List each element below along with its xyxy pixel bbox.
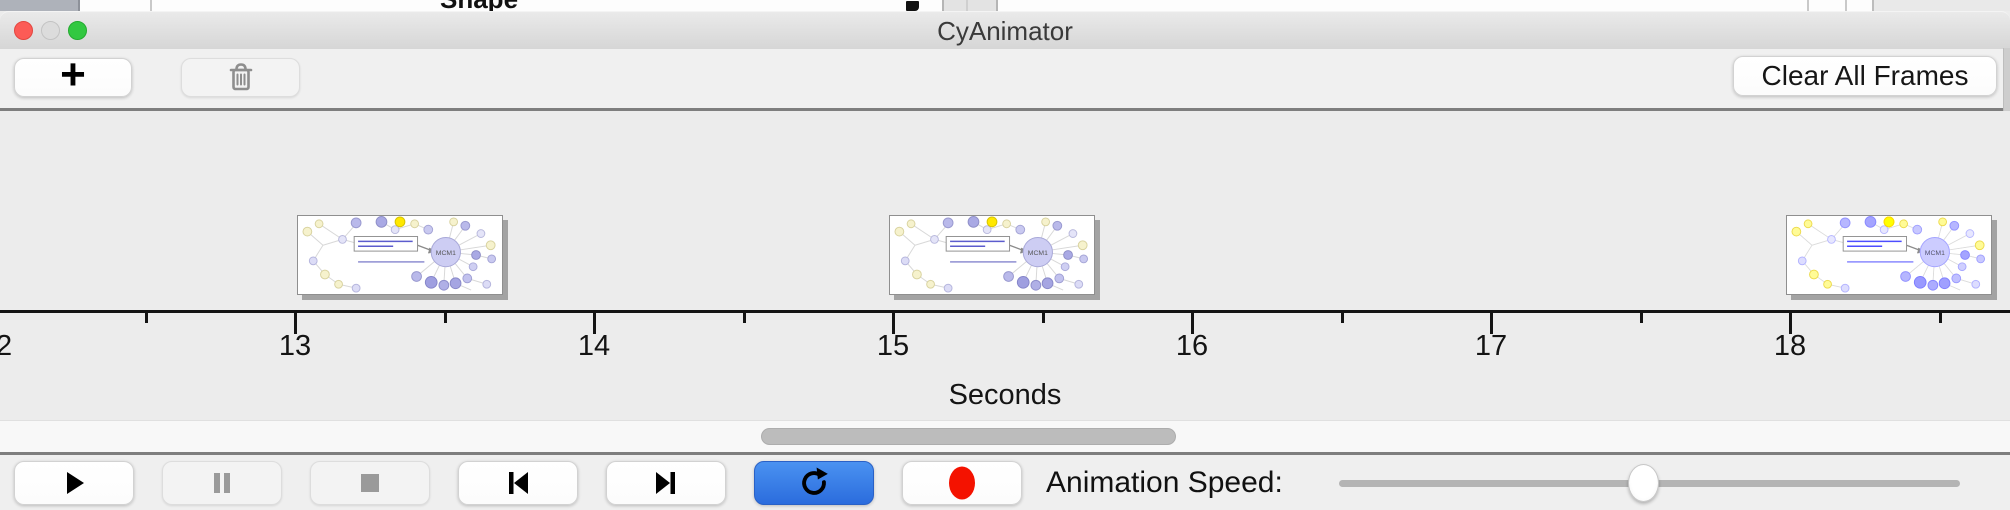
timeline-axis [0,310,2010,313]
minor-tick [1639,313,1643,323]
frame-toolbar: + Clear All Frames [0,49,2010,108]
minor-tick [742,313,746,323]
tick-label-16: 16 [1175,330,1209,362]
stop-icon [353,466,387,500]
major-tick [1191,313,1194,334]
skip-end-icon [649,466,683,500]
tick-label-12: 12 [0,330,13,362]
zoom-button[interactable] [68,21,87,40]
tick-label-15: 15 [876,330,910,362]
play-icon [57,466,91,500]
minor-tick [144,313,148,323]
background-divider [150,0,152,11]
title-bar[interactable]: CyAnimator [0,11,2010,50]
tick-label-17: 17 [1474,330,1508,362]
minor-tick [443,313,447,323]
pause-button[interactable] [162,460,282,505]
timeline-unit-label: Seconds [948,379,1062,411]
minor-tick [1938,313,1942,323]
scrollbar-thumb[interactable] [760,428,1176,445]
major-tick [892,313,895,334]
close-button[interactable] [14,21,33,40]
window-title: CyAnimator [937,16,1073,46]
background-cursor-icon [906,1,919,11]
major-tick [294,313,297,334]
frame-thumbnail-3[interactable]: MCM1 [1785,215,1992,295]
tick-label-13: 13 [278,330,312,362]
tick-label-18: 18 [1773,330,1807,362]
slider-knob[interactable] [1628,463,1660,502]
record-button[interactable] [902,460,1022,505]
svg-text:MCM1: MCM1 [1924,250,1944,257]
record-icon [945,463,979,503]
major-tick [1490,313,1493,334]
skip-to-end-button[interactable] [606,460,726,505]
trash-icon [229,62,252,90]
background-divider [1845,0,1847,11]
background-window-block [1872,0,2010,11]
major-tick [593,313,596,334]
background-clipped-text: Shape [440,0,580,11]
minor-tick [1041,313,1045,323]
minimize-button [41,21,60,40]
timeline-scrollbar[interactable] [0,420,2010,452]
stop-button[interactable] [310,460,430,505]
animation-speed-slider[interactable] [1338,461,1960,505]
skip-to-start-button[interactable] [458,460,578,505]
svg-text:MCM1: MCM1 [1027,250,1047,257]
add-frame-button[interactable]: + [14,52,132,97]
playback-bar: Animation Speed: [0,455,2010,510]
frame-thumbnail-2[interactable]: MCM1 [888,215,1095,295]
svg-text:MCM1: MCM1 [435,250,455,257]
tick-label-14: 14 [577,330,611,362]
toolbar-separator [0,108,2010,111]
background-toolbar-button [942,0,998,11]
network-graph-preview: MCM1 [891,216,1093,294]
delete-frame-button[interactable] [181,58,300,97]
background-divider [1807,0,1809,11]
major-tick [1789,313,1792,334]
pause-icon [205,466,239,500]
animation-timeline[interactable]: Seconds 12 13 14 15 16 17 18 [0,111,2010,452]
background-window-block [0,0,80,11]
clear-all-frames-button[interactable]: Clear All Frames [1733,56,1997,96]
frame-thumbnail-1[interactable]: MCM1 [296,215,503,295]
skip-start-icon [501,466,535,500]
loop-icon [795,464,833,502]
playback-separator [0,452,2010,455]
minor-tick [1340,313,1344,323]
background-window-strip: Shape [0,0,2010,11]
loop-button[interactable] [754,460,874,505]
animation-speed-label: Animation Speed: [1046,465,1283,499]
play-button[interactable] [14,460,134,505]
network-graph-preview: MCM1 [299,216,501,294]
network-graph-preview: MCM1 [1788,216,1990,294]
